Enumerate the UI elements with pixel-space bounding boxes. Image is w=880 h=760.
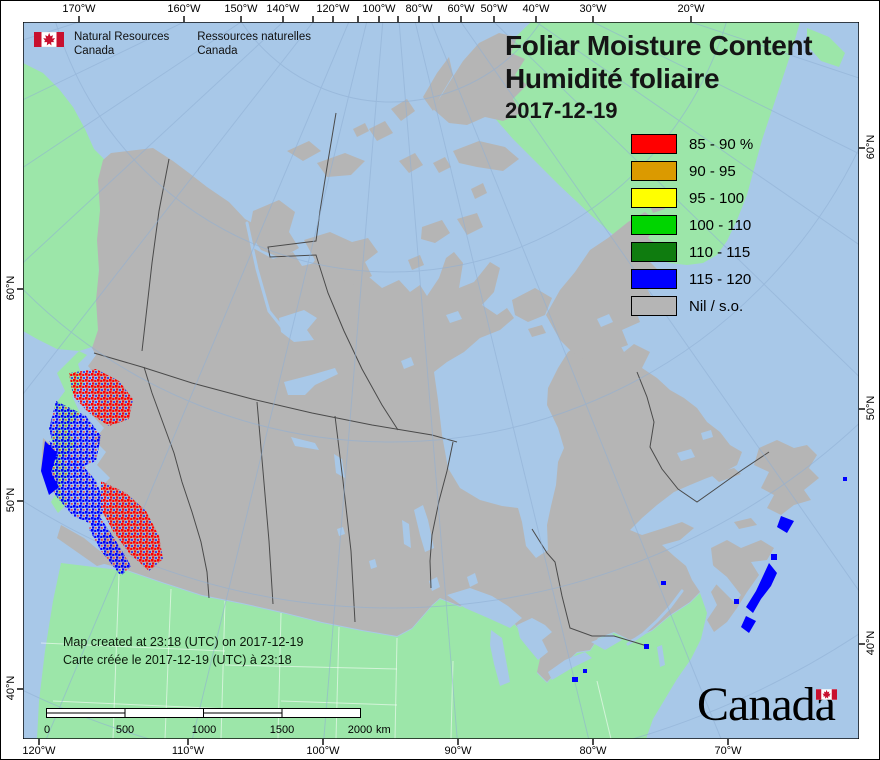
axis-label-bottom: 120°W — [22, 745, 56, 757]
scale-tick-label: 0 — [43, 724, 51, 736]
canada-flag-icon — [816, 689, 837, 700]
axis-label-top: 160°W — [167, 3, 201, 15]
axis-label-bottom: 100°W — [306, 745, 340, 757]
title-line-fr: Humidité foliaire — [505, 63, 720, 94]
banks-island — [249, 200, 299, 258]
canada-mainland — [88, 148, 742, 682]
axis-label-top: 100°W — [362, 3, 396, 15]
legend-swatch — [631, 242, 677, 262]
axis-label-top: 30°W — [579, 3, 607, 15]
vancouver-island — [57, 525, 111, 566]
scale-tick-label: 2000 — [347, 724, 373, 736]
melville-island — [317, 153, 365, 177]
fmc-patch-north-bc-red — [69, 369, 133, 426]
anticosti-island — [711, 468, 741, 482]
canada-flag-icon — [34, 32, 64, 47]
creation-note-en: Map created at 23:18 (UTC) on 2017-12-19 — [63, 635, 304, 649]
axis-label-top: 170°W — [62, 3, 96, 15]
legend: 85 - 90 % 90 - 95 95 - 100 100 - 110 110… — [631, 134, 753, 323]
legend-item: 90 - 95 — [631, 161, 753, 181]
st-lawrence-river — [626, 589, 684, 646]
lake-erie — [548, 652, 592, 680]
legend-item: 115 - 120 — [631, 269, 753, 289]
canada-wordmark: Canada — [697, 677, 837, 732]
axis-ticks — [17, 16, 865, 745]
legend-swatch — [631, 296, 677, 316]
lake-michigan — [490, 630, 510, 686]
axis-label-right: 50°N — [865, 395, 877, 421]
axis-label-top: 80°W — [405, 3, 433, 15]
legend-item: Nil / s.o. — [631, 296, 753, 316]
axis-label-left: 40°N — [5, 675, 17, 701]
bay-of-fundy — [699, 559, 741, 603]
mackenzie-river — [245, 221, 287, 333]
great-bear-lake — [279, 310, 317, 342]
axis-label-top: 150°W — [224, 3, 258, 15]
provincial-borders — [93, 112, 770, 647]
fmc-patch-south-fringe-blue — [89, 511, 131, 576]
alaska — [23, 63, 104, 351]
nova-scotia — [707, 540, 774, 632]
title-line-en: Foliar Moisture Content — [505, 30, 813, 61]
fmc-patch-south-coast-red — [101, 481, 163, 571]
scale-bar-graphic — [46, 708, 361, 718]
legend-swatch — [631, 161, 677, 181]
scale-tick-label: 500 — [115, 724, 135, 736]
axis-label-left: 50°N — [5, 487, 17, 513]
scale-unit: km — [376, 724, 391, 736]
axis-label-top: 60°W — [447, 3, 475, 15]
prince-edward-island — [734, 518, 757, 529]
lakes-and-bays — [245, 221, 741, 686]
axis-label-right: 40°N — [865, 630, 877, 656]
legend-item: 100 - 110 — [631, 215, 753, 235]
creation-note-fr: Carte créée le 2017-12-19 (UTC) à 23:18 — [63, 653, 292, 667]
prince-patrick-island — [287, 141, 321, 161]
lake-superior — [447, 588, 522, 628]
legend-swatch — [631, 269, 677, 289]
axis-label-top: 20°W — [677, 3, 705, 15]
fmc-patch-central-coast-blue — [43, 441, 106, 526]
creation-note: Map created at 23:18 (UTC) on 2017-12-19… — [63, 633, 303, 669]
axis-label-bottom: 80°W — [579, 745, 607, 757]
lake-ontario — [591, 634, 622, 650]
axis-label-top: 40°W — [522, 3, 550, 15]
fmc-haida-gwaii-blue — [41, 441, 59, 495]
lake-huron — [517, 618, 552, 660]
scale-tick-label: 1500 — [269, 724, 295, 736]
scale-bar: 0 500 1000 1500 2000 km — [43, 706, 391, 738]
united-states — [37, 563, 707, 739]
nrcan-english: Natural Resources Canada — [74, 31, 170, 57]
fmc-data-patches — [41, 369, 847, 682]
newfoundland — [754, 440, 819, 515]
legend-swatch — [631, 215, 677, 235]
fmc-nova-scotia-blue — [746, 563, 777, 613]
nrcan-signature: Natural Resources Canada Ressources natu… — [34, 30, 339, 58]
greenland-east-island — [807, 28, 845, 67]
axis-label-left: 60°N — [5, 275, 17, 301]
axis-label-bottom: 110°W — [171, 745, 205, 757]
legend-swatch — [631, 134, 677, 154]
nrcan-french: Ressources naturelles Canada — [197, 31, 312, 57]
axis-label-bottom: 90°W — [444, 745, 472, 757]
fmc-newfoundland-south-blue — [777, 516, 794, 533]
map-title: Foliar Moisture Content Humidité foliair… — [505, 29, 813, 124]
title-date: 2017-12-19 — [505, 98, 618, 123]
legend-item: 110 - 115 — [631, 242, 753, 262]
axis-label-bottom: 70°W — [714, 745, 742, 757]
legend-swatch — [631, 188, 677, 208]
axis-label-right: 60°N — [865, 134, 877, 160]
lake-winnipeg — [414, 505, 434, 552]
legend-item: 95 - 100 — [631, 188, 753, 208]
axis-label-top: 120°W — [316, 3, 350, 15]
legend-item: 85 - 90 % — [631, 134, 753, 154]
axis-label-top: 50°W — [480, 3, 508, 15]
great-slave-lake — [284, 368, 338, 395]
scale-tick-label: 1000 — [191, 724, 217, 736]
axis-label-top: 140°W — [266, 3, 300, 15]
